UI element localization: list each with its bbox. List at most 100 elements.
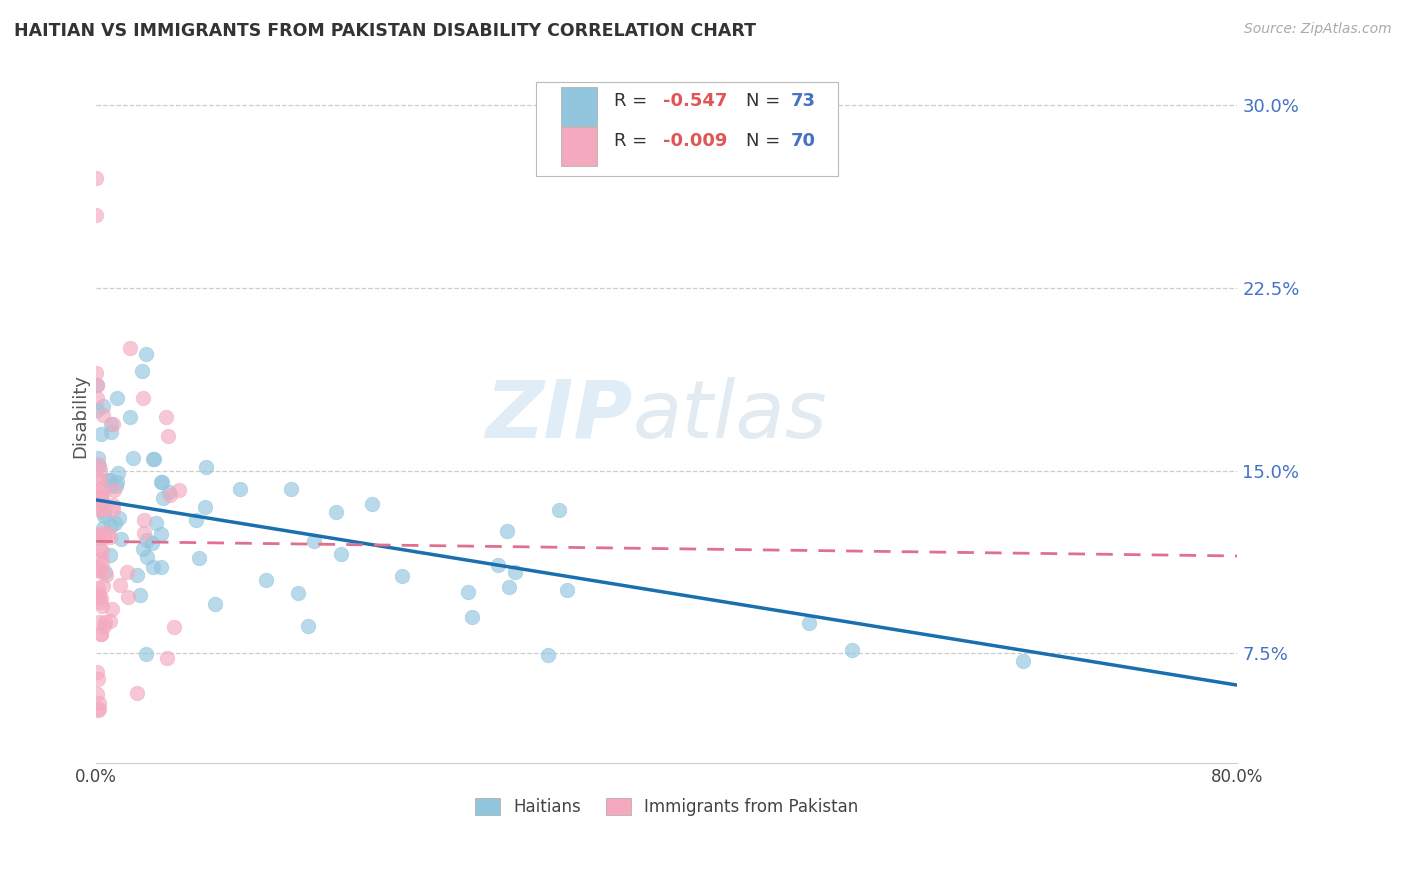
Point xyxy=(104,516,127,531)
Point xyxy=(391,569,413,583)
Point xyxy=(103,483,125,498)
Point xyxy=(90,493,112,508)
Point xyxy=(496,524,519,538)
Point xyxy=(152,491,174,506)
Point xyxy=(90,427,112,442)
Point xyxy=(87,697,110,711)
Point xyxy=(89,615,111,629)
Point xyxy=(97,473,120,487)
Point xyxy=(156,651,179,665)
Point xyxy=(87,559,110,574)
Point xyxy=(167,483,190,497)
Point xyxy=(254,574,277,588)
Point xyxy=(229,483,252,497)
Text: 73: 73 xyxy=(792,92,815,111)
Point xyxy=(108,511,131,525)
Point xyxy=(93,530,115,544)
Point xyxy=(105,475,128,490)
Point xyxy=(91,579,114,593)
Point xyxy=(98,615,121,629)
Point xyxy=(136,533,159,547)
Point xyxy=(100,519,122,533)
Point xyxy=(86,490,108,504)
Point xyxy=(841,643,863,657)
Point xyxy=(152,475,174,489)
Text: -0.547: -0.547 xyxy=(664,92,728,111)
Point xyxy=(132,541,155,556)
Point xyxy=(89,527,111,541)
Point xyxy=(297,619,319,633)
Point xyxy=(125,567,148,582)
Point xyxy=(155,409,177,424)
Point xyxy=(159,488,181,502)
Point xyxy=(86,488,108,502)
Point xyxy=(91,520,114,534)
Point xyxy=(86,366,108,380)
Point xyxy=(93,399,115,413)
Point xyxy=(89,502,111,516)
Point xyxy=(194,500,217,514)
Point xyxy=(142,559,165,574)
Text: 70: 70 xyxy=(792,132,815,150)
Text: R =: R = xyxy=(614,92,654,111)
Point xyxy=(150,560,173,574)
Point xyxy=(87,457,110,471)
Point xyxy=(555,582,578,597)
Point xyxy=(89,595,111,609)
Point xyxy=(108,577,131,591)
Point xyxy=(89,458,111,473)
Point xyxy=(93,619,115,633)
Point xyxy=(93,502,115,516)
Point xyxy=(503,565,526,579)
Point xyxy=(87,473,110,487)
Point xyxy=(122,451,145,466)
Point xyxy=(91,599,114,613)
Point xyxy=(135,647,157,661)
Point xyxy=(105,391,128,405)
Point xyxy=(87,590,110,604)
Point xyxy=(100,425,122,439)
Point xyxy=(87,588,110,602)
Point xyxy=(86,672,108,686)
FancyBboxPatch shape xyxy=(536,82,838,177)
Point xyxy=(156,429,179,443)
Text: atlas: atlas xyxy=(633,376,827,455)
Point xyxy=(93,408,115,422)
Legend: Haitians, Immigrants from Pakistan: Haitians, Immigrants from Pakistan xyxy=(467,789,868,824)
Point xyxy=(100,530,122,544)
Point xyxy=(361,497,384,511)
Point xyxy=(330,547,353,561)
Point xyxy=(86,665,108,679)
Text: R =: R = xyxy=(614,132,654,150)
Point xyxy=(103,498,125,512)
Text: Source: ZipAtlas.com: Source: ZipAtlas.com xyxy=(1244,22,1392,37)
Point xyxy=(93,509,115,524)
Point xyxy=(100,417,122,431)
Point xyxy=(188,550,211,565)
Point xyxy=(89,564,111,578)
Point xyxy=(87,703,110,717)
Point xyxy=(118,409,141,424)
Point xyxy=(132,391,155,405)
Point xyxy=(89,541,111,556)
Text: ZIP: ZIP xyxy=(485,376,633,455)
Point xyxy=(86,208,108,222)
Point xyxy=(101,417,124,431)
Point xyxy=(105,479,128,493)
Point xyxy=(461,610,484,624)
Text: HAITIAN VS IMMIGRANTS FROM PAKISTAN DISABILITY CORRELATION CHART: HAITIAN VS IMMIGRANTS FROM PAKISTAN DISA… xyxy=(14,22,756,40)
Point xyxy=(86,378,108,392)
Point xyxy=(90,552,112,566)
Point xyxy=(93,506,115,520)
Point xyxy=(90,627,112,641)
Point xyxy=(142,451,165,466)
Point xyxy=(1012,654,1035,668)
Point xyxy=(325,504,347,518)
Point xyxy=(127,686,149,700)
Point xyxy=(132,526,155,541)
Y-axis label: Disability: Disability xyxy=(72,374,89,458)
Point xyxy=(115,565,138,579)
Point xyxy=(94,615,117,629)
Point xyxy=(91,488,114,502)
Point xyxy=(110,532,132,546)
